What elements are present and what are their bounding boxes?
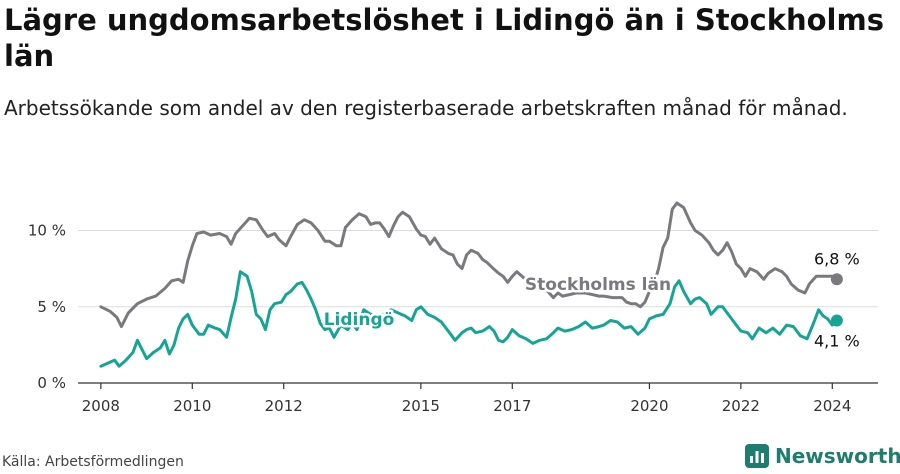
x-tick-label: 2010 [173, 397, 211, 415]
x-tick-label: 2008 [82, 397, 120, 415]
y-tick-label: 5 % [37, 298, 66, 316]
series-name-stockholms-lan: Stockholms län [525, 275, 671, 295]
x-tick-label: 2012 [265, 397, 303, 415]
chart-subtitle: Arbetssökande som andel av den registerb… [4, 96, 848, 120]
x-tick-label: 2024 [813, 397, 851, 415]
series-name-lidingo: Lidingö [324, 310, 395, 330]
series-end-point [830, 273, 843, 286]
series-end-label: 4,1 % [814, 331, 860, 350]
x-tick-label: 2020 [630, 397, 668, 415]
brand-name: Newsworthy [775, 444, 900, 468]
x-tick-label: 2017 [493, 397, 531, 415]
axes: 0 % 5 % 10 % 2008 2010 2012 2015 2017 2020 2022 20… [28, 222, 878, 415]
labels: 6,8 % 4,1 % Stockholms län Lidingö [321, 249, 860, 350]
gridlines [78, 230, 878, 308]
series-line-stockholms-lan [99, 201, 839, 329]
chart-title: Lägre ungdomsarbetslöshet i Lidingö än i… [4, 3, 884, 73]
y-tick-label: 0 % [37, 374, 66, 392]
series-end-label: 6,8 % [814, 249, 860, 268]
newsworthy-icon [745, 444, 769, 468]
brand-logo[interactable]: Newsworthy [745, 444, 900, 468]
line-chart: 0 % 5 % 10 % 2008 2010 2012 2015 2017 2020 2022 20… [28, 201, 878, 415]
series-lines [99, 201, 843, 368]
y-tick-label: 10 % [28, 222, 66, 240]
series-line-lidingo [99, 270, 839, 368]
series-end-point [830, 314, 843, 327]
x-tick-label: 2015 [402, 397, 440, 415]
source-note: Källa: Arbetsförmedlingen [2, 454, 184, 470]
x-tick-label: 2022 [722, 397, 760, 415]
